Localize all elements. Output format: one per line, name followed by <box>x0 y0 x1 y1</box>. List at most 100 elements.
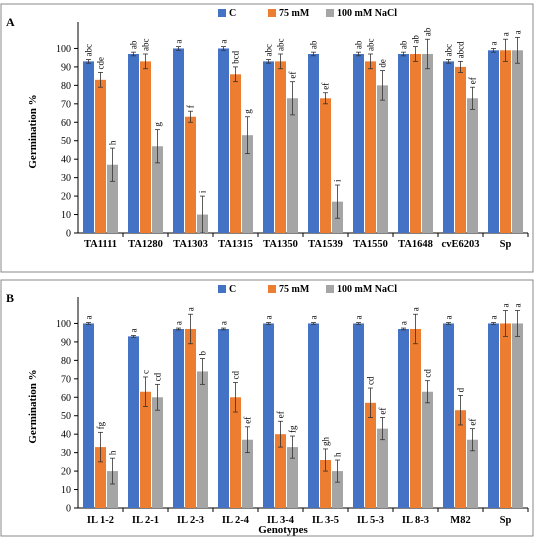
y-tick-label: 50 <box>61 411 71 422</box>
bar-100-mm-nacl <box>287 98 298 233</box>
bar-c <box>173 48 184 233</box>
significance-letter: g <box>153 122 163 127</box>
significance-letter: a <box>501 32 511 36</box>
significance-letter: a <box>513 30 523 34</box>
y-tick-label: 80 <box>61 356 71 367</box>
significance-letter: ab <box>399 40 409 49</box>
legend-swatch <box>218 9 226 17</box>
significance-letter: c <box>141 370 151 374</box>
category-label: M82 <box>450 515 470 526</box>
significance-letter: h <box>108 140 118 145</box>
bar-75-mm <box>410 53 421 234</box>
significance-letter: a <box>309 316 319 320</box>
bar-c <box>173 328 184 508</box>
y-tick-label: 20 <box>61 192 71 203</box>
significance-letter: a <box>501 304 511 308</box>
bar-c <box>308 53 319 234</box>
bar-100-mm-nacl <box>377 85 388 233</box>
bar-100-mm-nacl <box>242 135 253 233</box>
y-tick-label: 40 <box>61 155 71 166</box>
bar-75-mm <box>185 328 196 508</box>
significance-letter: ab <box>411 35 421 44</box>
bar-100-mm-nacl <box>242 439 253 508</box>
significance-letter: abc <box>366 38 376 51</box>
legend-entry: 75 mM <box>279 284 310 295</box>
category-label: TA1648 <box>398 239 433 250</box>
y-tick-label: 30 <box>61 448 71 459</box>
significance-letter: a <box>354 316 364 320</box>
significance-letter: fg <box>96 421 106 429</box>
significance-letter: cd <box>153 372 163 381</box>
x-axis-label: Genotypes <box>258 524 308 536</box>
bar-c <box>83 323 94 508</box>
bar-100-mm-nacl <box>152 146 163 233</box>
category-label: cvE6203 <box>442 239 480 250</box>
significance-letter: abc <box>444 44 454 57</box>
y-tick-label: 0 <box>66 229 71 240</box>
bar-75-mm <box>95 447 106 508</box>
y-axis-label: Germination % <box>27 94 39 168</box>
significance-letter: bcd <box>231 50 241 63</box>
bar-c <box>353 53 364 234</box>
y-tick-label: 90 <box>61 62 71 73</box>
panel-frame-A <box>0 3 534 273</box>
significance-letter: ef <box>378 408 388 415</box>
significance-letter: h <box>333 452 343 457</box>
significance-letter: a <box>444 316 454 320</box>
y-tick-label: 70 <box>61 99 71 110</box>
significance-letter: i <box>333 179 343 182</box>
bar-75-mm <box>410 328 421 508</box>
category-label: TA1350 <box>263 239 298 250</box>
significance-letter: a <box>174 40 184 44</box>
bar-75-mm <box>230 397 241 508</box>
bar-c <box>488 323 499 508</box>
bar-c <box>218 328 229 508</box>
bar-75-mm <box>500 323 511 508</box>
category-label: IL 3-4 <box>267 515 295 526</box>
bar-100-mm-nacl <box>467 98 478 233</box>
bar-100-mm-nacl <box>467 439 478 508</box>
significance-letter: a <box>489 316 499 320</box>
category-label: Sp <box>500 239 512 250</box>
legend-entry: C <box>229 8 236 19</box>
significance-letter: cd <box>231 371 241 380</box>
significance-letter: ab <box>423 27 433 36</box>
legend-entry: 100 mM NaCl <box>337 284 397 295</box>
y-tick-label: 100 <box>56 319 71 330</box>
significance-letter: a <box>219 40 229 44</box>
significance-letter: f <box>186 105 196 108</box>
significance-letter: ab <box>129 40 139 49</box>
significance-letter: fg <box>288 425 298 433</box>
significance-letter: a <box>186 307 196 311</box>
legend-swatch <box>326 285 334 293</box>
bar-75-mm <box>275 61 286 233</box>
bar-100-mm-nacl <box>512 323 523 508</box>
significance-letter: a <box>264 316 274 320</box>
category-label: IL 2-4 <box>222 515 250 526</box>
y-tick-label: 40 <box>61 430 71 441</box>
category-label: IL 1-2 <box>87 515 114 526</box>
category-label: TA1315 <box>218 239 253 250</box>
significance-letter: cd <box>366 376 376 385</box>
bar-75-mm <box>230 74 241 233</box>
significance-letter: a <box>219 321 229 325</box>
category-label: TA1111 <box>84 239 117 250</box>
significance-letter: de <box>378 59 388 68</box>
significance-letter: abc <box>84 44 94 57</box>
bar-75-mm <box>320 98 331 233</box>
y-tick-label: 30 <box>61 173 71 184</box>
bar-100-mm-nacl <box>377 428 388 508</box>
y-tick-label: 50 <box>61 136 71 147</box>
bar-75-mm <box>455 410 466 508</box>
significance-letter: abc <box>264 44 274 57</box>
category-label: TA1303 <box>173 239 208 250</box>
category-label: IL 3-5 <box>312 515 339 526</box>
bar-100-mm-nacl <box>422 53 433 234</box>
significance-letter: a <box>399 321 409 325</box>
y-tick-label: 100 <box>56 44 71 55</box>
bar-c <box>398 53 409 234</box>
significance-letter: cde <box>96 57 106 70</box>
significance-letter: ef <box>468 419 478 426</box>
significance-letter: g <box>243 109 253 114</box>
